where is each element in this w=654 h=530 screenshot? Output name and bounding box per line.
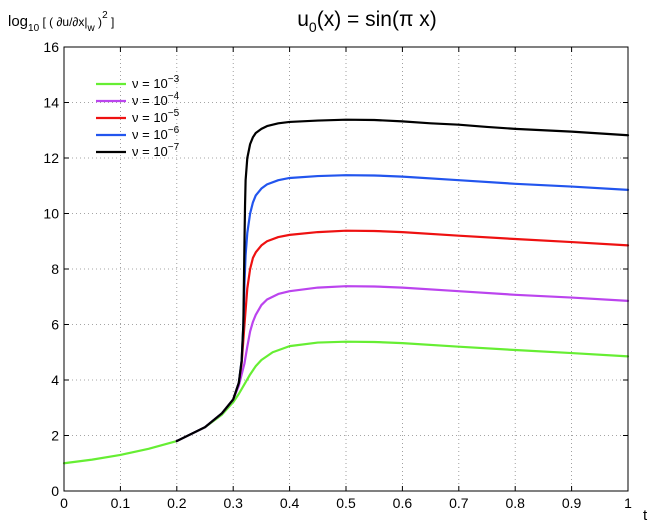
x-tick-label: 0.5 <box>336 495 356 511</box>
x-axis-label: t <box>643 507 648 524</box>
x-tick-label: 0.1 <box>111 495 131 511</box>
y-tick-label: 12 <box>43 150 59 166</box>
y-tick-label: 14 <box>43 95 59 111</box>
x-tick-label: 0.6 <box>393 495 413 511</box>
y-tick-label: 0 <box>51 483 59 499</box>
legend: ν = 10−3ν = 10−4ν = 10−5ν = 10−6ν = 10−7 <box>96 74 180 159</box>
x-tick-label: 0.2 <box>167 495 187 511</box>
x-tick-label: 0.7 <box>449 495 469 511</box>
y-tick-label: 4 <box>51 372 59 388</box>
series-lines <box>62 118 630 465</box>
legend-label: ν = 10−7 <box>132 142 180 159</box>
legend-label: ν = 10−4 <box>132 91 180 108</box>
y-tick-label: 10 <box>43 206 59 222</box>
x-tick-label: 0.8 <box>505 495 525 511</box>
legend-label: ν = 10−5 <box>132 108 180 125</box>
series-line-5 <box>175 118 630 443</box>
y-tick-label: 16 <box>43 39 59 55</box>
axis-ticks: 0 0.1 0.2 0.3 0.4 0.5 0.6 0.7 0.8 0.9 102468101214… <box>43 39 632 511</box>
series-line-1 <box>62 340 630 465</box>
y-tick-label: 8 <box>51 261 59 277</box>
y-axis-label: log10 [ ( ∂u/∂x|w )2 ] <box>8 10 114 34</box>
x-tick-label: 0.9 <box>562 495 582 511</box>
x-tick-label: 0.4 <box>280 495 300 511</box>
x-tick-label: 0 <box>60 495 68 511</box>
legend-label: ν = 10−3 <box>132 74 180 91</box>
x-tick-label: 0.3 <box>223 495 243 511</box>
y-tick-label: 6 <box>51 317 59 333</box>
legend-label: ν = 10−6 <box>132 125 180 142</box>
chart-title: u0(x) = sin(π x) <box>297 8 437 35</box>
y-tick-label: 2 <box>51 428 59 444</box>
x-tick-label: 1 <box>624 495 632 511</box>
